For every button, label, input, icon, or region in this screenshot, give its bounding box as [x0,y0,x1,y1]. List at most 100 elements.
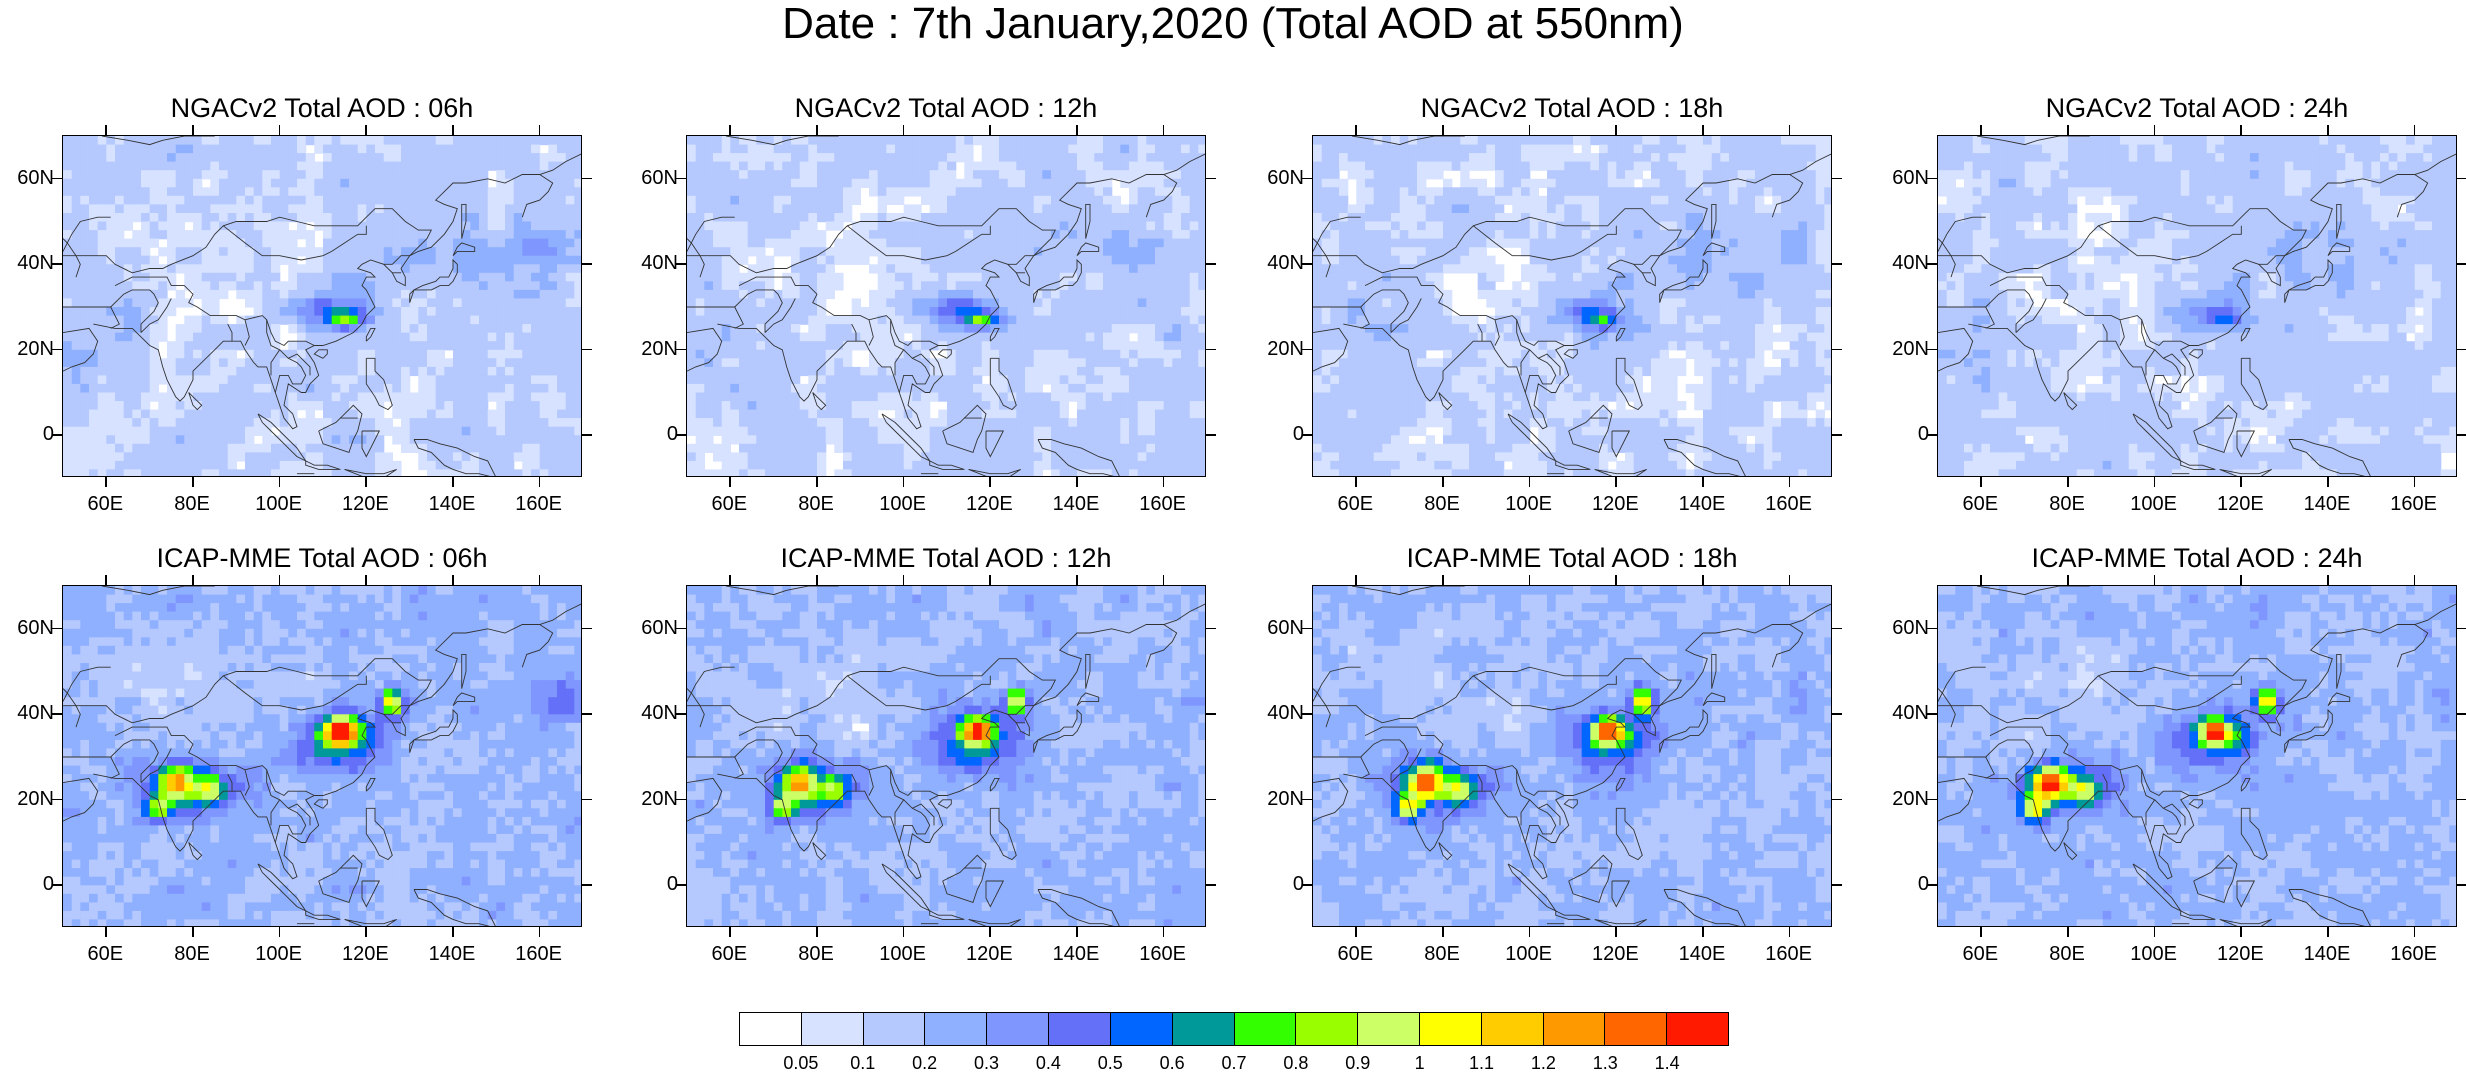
aod-cell [973,393,982,402]
aod-cell [765,222,774,231]
aod-cell [332,350,341,359]
aod-cell [505,410,514,419]
aod-cell [1042,461,1051,470]
aod-cell [375,247,384,256]
aod-cell [184,204,193,213]
aod-cell [990,153,999,162]
aod-cell [540,316,549,325]
aod-cell [358,333,367,342]
aod-cell [505,393,514,402]
aod-cell [1146,384,1155,393]
aod-cell [245,196,254,205]
aod-cell [1164,316,1173,325]
aod-cell [860,452,869,461]
aod-cell [89,264,98,273]
aod-cell [514,298,523,307]
aod-cell [817,418,826,427]
aod-cell [1322,162,1331,171]
aod-cell [262,239,271,248]
aod-cell [410,204,419,213]
aod-cell [158,461,167,470]
aod-cell [384,384,393,393]
aod-cell [930,435,939,444]
aod-cell [202,375,211,384]
x-tick-mark [192,125,194,135]
aod-cell [756,179,765,188]
aod-cell [730,222,739,231]
aod-cell [236,136,245,145]
x-tick-label: 120E [949,494,1029,514]
aod-cell [124,153,133,162]
aod-cell [505,247,514,256]
aod-cell [254,384,263,393]
aod-cell [392,273,401,282]
aod-cell [228,324,237,333]
aod-cell [973,196,982,205]
aod-cell [375,153,384,162]
aod-cell [306,307,315,316]
aod-cell [800,452,809,461]
aod-cell [115,136,124,145]
aod-cell [826,170,835,179]
aod-cell [427,410,436,419]
aod-cell [453,324,462,333]
aod-cell [878,333,887,342]
aod-cell [1190,333,1199,342]
aod-cell [176,204,185,213]
aod-cell [713,179,722,188]
aod-cell [444,393,453,402]
aod-cell [323,170,332,179]
aod-cell [895,273,904,282]
aod-cell [930,316,939,325]
aod-cell [1164,204,1173,213]
aod-cell [1086,375,1095,384]
aod-cell [1755,136,1764,145]
aod-cell [271,196,280,205]
aod-cell [132,204,141,213]
aod-cell [98,179,107,188]
aod-cell [1564,153,1573,162]
aod-cell [366,239,375,248]
aod-cell [739,307,748,316]
aod-cell [262,170,271,179]
aod-cell [808,410,817,419]
aod-cell [791,444,800,453]
aod-cell [574,290,582,299]
aod-cell [704,153,713,162]
aod-cell [184,264,193,273]
aod-cell [1564,162,1573,171]
aod-cell [756,367,765,376]
aod-cell [167,247,176,256]
aod-cell [522,307,531,316]
aod-cell [262,196,271,205]
aod-cell [930,384,939,393]
aod-cell [392,316,401,325]
aod-cell [1016,350,1025,359]
aod-cell [1016,239,1025,248]
map-panel-ngac-0 [62,135,582,477]
aod-cell [436,213,445,222]
aod-cell [548,401,557,410]
aod-cell [392,324,401,333]
aod-cell [860,136,869,145]
aod-cell [1051,204,1060,213]
aod-cell [332,162,341,171]
aod-cell [1112,384,1121,393]
aod-cell [323,316,332,325]
aod-cell [566,384,575,393]
aod-cell [479,230,488,239]
aod-cell [366,375,375,384]
aod-cell [375,375,384,384]
aod-cell [150,427,159,436]
aod-cell [132,196,141,205]
aod-cell [193,162,202,171]
aod-cell [713,358,722,367]
aod-cell [999,247,1008,256]
main-title: Date : 7th January,2020 (Total AOD at 55… [0,2,2466,46]
aod-cell [548,393,557,402]
aod-cell [1164,290,1173,299]
aod-cell [548,333,557,342]
aod-cell [878,461,887,470]
aod-cell [704,298,713,307]
aod-cell [1190,213,1199,222]
